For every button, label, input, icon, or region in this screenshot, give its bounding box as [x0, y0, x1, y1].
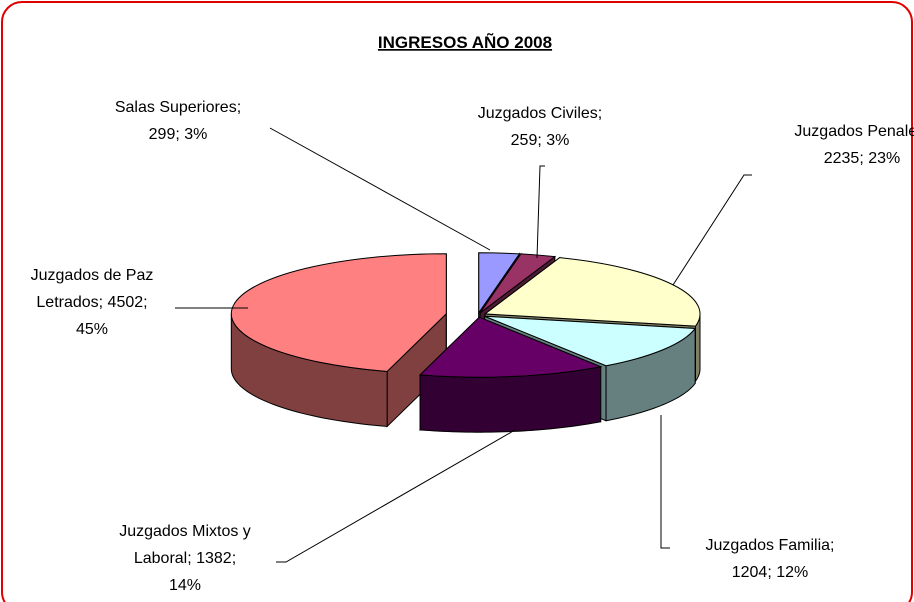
data-label-line: Juzgados Penales;: [794, 123, 914, 140]
slice: [484, 315, 697, 367]
data-label-line: 259; 3%: [511, 132, 570, 149]
data-label-line: Juzgados Mixtos y: [119, 523, 251, 540]
data-label-line: Juzgados Familia;: [706, 537, 835, 554]
data-label: Salas Superiores; 299; 3%: [115, 99, 241, 143]
data-label-line: 14%: [169, 577, 201, 594]
chart-title: INGRESOS AÑO 2008: [378, 32, 552, 52]
data-label-line: Juzgados Civiles;: [478, 105, 603, 122]
data-label: Juzgados Familia; 1204; 12%: [706, 537, 835, 581]
data-label: Juzgados Civiles; 259; 3%: [478, 105, 603, 149]
leader-line: [536, 165, 545, 259]
slice: [479, 253, 557, 314]
leader-line: [276, 429, 516, 563]
data-label-line: 1204; 12%: [732, 564, 809, 581]
data-label-line: 2235; 23%: [824, 150, 901, 167]
data-label: Juzgados Mixtos y Laboral; 1382; 14%: [119, 523, 251, 594]
data-label: Juzgados de Paz Letrados; 4502; 45%: [31, 267, 154, 338]
leader-line: [269, 127, 491, 251]
data-label-line: Letrados; 4502;: [36, 294, 147, 311]
data-label-line: Salas Superiores;: [115, 99, 241, 116]
data-label-line: 299; 3%: [149, 126, 208, 143]
slice: [230, 253, 447, 372]
data-label: Juzgados Penales; 2235; 23%: [794, 123, 914, 167]
leader-line: [660, 415, 670, 549]
data-label-line: Juzgados de Paz: [31, 267, 154, 284]
leader-line: [672, 174, 752, 286]
data-label-line: 45%: [76, 321, 108, 338]
slice: [478, 252, 521, 315]
slice: [418, 316, 603, 378]
data-label-line: Laboral; 1382;: [134, 550, 236, 567]
